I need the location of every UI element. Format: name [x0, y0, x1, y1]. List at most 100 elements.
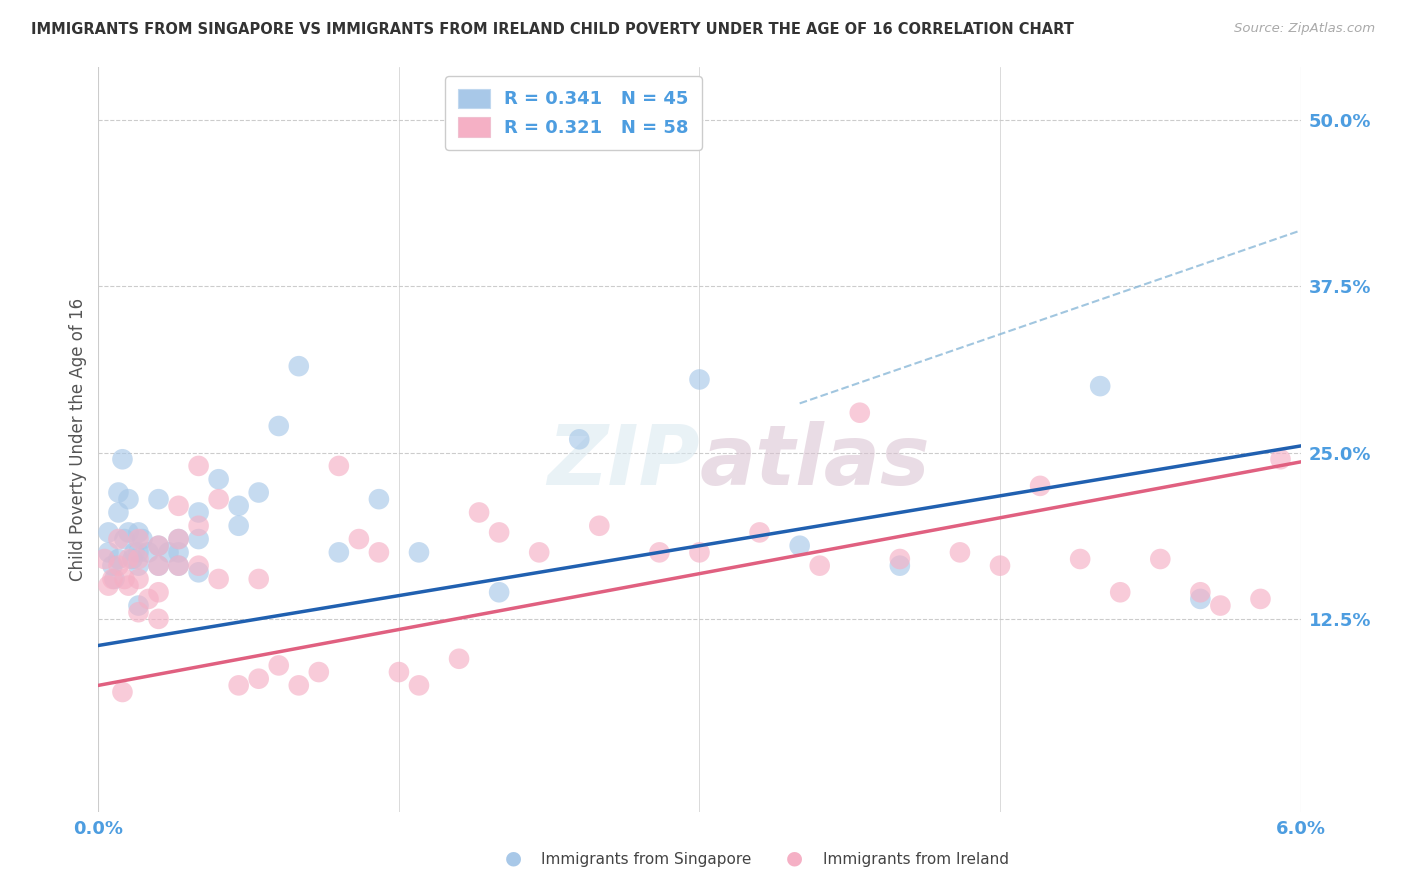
Point: [1109, 585, 1132, 599]
Point: [1069, 552, 1091, 566]
Point: [748, 525, 770, 540]
Point: [117, 525, 139, 540]
Point: [128, 558, 150, 573]
Text: ZIP: ZIP: [547, 421, 699, 502]
Point: [131, 532, 153, 546]
Point: [388, 665, 411, 679]
Point: [247, 672, 270, 686]
Point: [447, 652, 470, 666]
Point: [111, 685, 134, 699]
Point: [167, 558, 190, 573]
Point: [247, 485, 270, 500]
Point: [488, 585, 510, 599]
Point: [1189, 591, 1212, 606]
Point: [328, 545, 350, 559]
Point: [128, 572, 150, 586]
Point: [117, 552, 139, 566]
Point: [117, 579, 139, 593]
Point: [117, 492, 139, 507]
Point: [808, 558, 831, 573]
Point: [368, 545, 391, 559]
Text: IMMIGRANTS FROM SINGAPORE VS IMMIGRANTS FROM IRELAND CHILD POVERTY UNDER THE AGE: IMMIGRANTS FROM SINGAPORE VS IMMIGRANTS …: [31, 22, 1074, 37]
Point: [148, 492, 170, 507]
Point: [114, 532, 136, 546]
Point: [228, 518, 250, 533]
Text: Immigrants from Singapore: Immigrants from Singapore: [541, 852, 752, 867]
Point: [167, 545, 190, 559]
Point: [267, 419, 290, 434]
Point: [688, 545, 710, 559]
Point: [148, 585, 170, 599]
Point: [208, 572, 231, 586]
Point: [93, 552, 115, 566]
Point: [347, 532, 370, 546]
Text: Immigrants from Ireland: Immigrants from Ireland: [823, 852, 1008, 867]
Point: [308, 665, 330, 679]
Point: [1250, 591, 1272, 606]
Point: [167, 532, 190, 546]
Point: [988, 558, 1011, 573]
Text: ●: ●: [786, 848, 803, 867]
Point: [148, 558, 170, 573]
Point: [588, 518, 610, 533]
Point: [889, 558, 911, 573]
Point: [488, 525, 510, 540]
Point: [228, 499, 250, 513]
Point: [101, 572, 124, 586]
Point: [187, 458, 209, 473]
Point: [167, 499, 190, 513]
Point: [107, 532, 129, 546]
Legend: R = 0.341   N = 45, R = 0.321   N = 58: R = 0.341 N = 45, R = 0.321 N = 58: [444, 76, 702, 150]
Point: [328, 458, 350, 473]
Point: [267, 658, 290, 673]
Point: [1189, 585, 1212, 599]
Point: [368, 492, 391, 507]
Point: [789, 539, 811, 553]
Point: [114, 572, 136, 586]
Point: [128, 605, 150, 619]
Point: [157, 545, 180, 559]
Point: [103, 572, 125, 586]
Point: [468, 506, 491, 520]
Point: [187, 518, 209, 533]
Point: [167, 558, 190, 573]
Point: [148, 539, 170, 553]
Point: [408, 545, 430, 559]
Point: [101, 558, 124, 573]
Point: [1090, 379, 1112, 393]
Point: [138, 545, 160, 559]
Point: [121, 552, 143, 566]
Point: [128, 525, 150, 540]
Point: [949, 545, 972, 559]
Point: [97, 525, 120, 540]
Point: [288, 359, 311, 373]
Point: [568, 433, 591, 447]
Text: Source: ZipAtlas.com: Source: ZipAtlas.com: [1234, 22, 1375, 36]
Point: [124, 545, 146, 559]
Point: [187, 506, 209, 520]
Point: [208, 492, 231, 507]
Point: [128, 532, 150, 546]
Point: [1029, 479, 1052, 493]
Point: [107, 506, 129, 520]
Text: atlas: atlas: [699, 421, 931, 502]
Point: [889, 552, 911, 566]
Point: [148, 558, 170, 573]
Point: [128, 599, 150, 613]
Point: [529, 545, 551, 559]
Text: ●: ●: [505, 848, 522, 867]
Point: [648, 545, 671, 559]
Point: [148, 539, 170, 553]
Point: [148, 612, 170, 626]
Y-axis label: Child Poverty Under the Age of 16: Child Poverty Under the Age of 16: [69, 298, 87, 581]
Point: [1209, 599, 1232, 613]
Point: [1149, 552, 1171, 566]
Point: [849, 406, 872, 420]
Point: [107, 558, 129, 573]
Point: [187, 532, 209, 546]
Point: [128, 545, 150, 559]
Point: [247, 572, 270, 586]
Point: [128, 552, 150, 566]
Point: [288, 678, 311, 692]
Point: [688, 372, 710, 386]
